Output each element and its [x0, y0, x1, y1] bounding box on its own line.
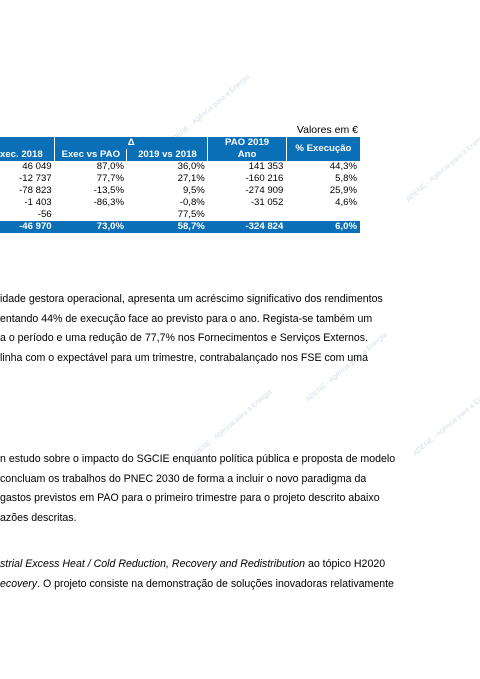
cell-ano: 141 353	[248, 161, 284, 172]
table-row: -12 737 77,7% 27,1% -160 216 5,8%	[0, 173, 360, 185]
table-row: -1 403 -86,3% -0,8% -31 052 4,6%	[0, 197, 360, 209]
header-exec-2018: xec. 2018	[0, 149, 43, 160]
cell-ano: -31 052	[250, 197, 284, 208]
total-exec-vs-pao: 73,0%	[96, 221, 124, 232]
paragraph-sgcie-study: n estudo sobre o impacto do SGCIE enquan…	[0, 450, 415, 528]
table-row: -78 823 -13,5% 9,5% -274 909 25,9%	[0, 185, 360, 197]
cell-pct: 25,9%	[329, 185, 357, 196]
total-pct: 6,0%	[335, 221, 357, 232]
cell-exec2018: -1 403	[24, 197, 52, 208]
total-exec2018: -46 970	[19, 221, 52, 232]
cell-exec-vs-pao: -13,5%	[93, 185, 124, 196]
text-line: linha com o expectável para um trimestre…	[0, 351, 369, 364]
table-row: 46 049 87,0% 36,0% 141 353 44,3%	[0, 161, 360, 173]
cell-exec2018: 46 049	[22, 161, 52, 172]
total-2019-vs-2018: 58,7%	[177, 221, 205, 232]
text-line: ecovery. O projeto consiste na demonstra…	[0, 575, 415, 595]
cell-2019-vs-2018: 77,5%	[177, 209, 205, 220]
cell-ano: -274 909	[245, 185, 284, 196]
text-fragment: ao tópico H2020	[305, 558, 386, 570]
header-exec-vs-pao: Exec vs PAO	[54, 149, 127, 161]
execution-table: Δ PAO 2019 % Execução xec. 2018 Exec vs …	[0, 137, 360, 233]
cell-exec2018: -78 823	[19, 185, 52, 196]
total-ano: -324 824	[245, 221, 284, 232]
cell-2019-vs-2018: 27,1%	[177, 173, 205, 184]
header-2019-vs-2018: 2019 vs 2018	[126, 149, 208, 161]
cell-exec-vs-pao: 87,0%	[96, 161, 124, 172]
text-line: n estudo sobre o impacto do SGCIE enquan…	[0, 453, 396, 465]
cell-exec-vs-pao: -86,3%	[93, 197, 124, 208]
table-caption: Valores em €	[296, 124, 358, 136]
paragraph-revenue-summary: idade gestora operacional, apresenta um …	[0, 290, 415, 368]
cell-2019-vs-2018: 36,0%	[177, 161, 205, 172]
header-ano: Ano	[207, 149, 287, 161]
text-line: concluam os trabalhos do PNEC 2030 de fo…	[0, 472, 367, 485]
cell-2019-vs-2018: -0,8%	[179, 197, 205, 208]
text-fragment: . O projeto consiste na demonstração de …	[37, 577, 394, 590]
header-cell-empty	[0, 137, 55, 149]
project-acronym-italic: ecovery	[0, 577, 38, 590]
watermark: ADENE - Agência para a Energia	[412, 385, 480, 458]
cell-pct: 44,3%	[329, 161, 357, 172]
cell-exec-vs-pao: 77,7%	[96, 173, 124, 184]
table-header-row-1: Δ PAO 2019 % Execução	[0, 137, 360, 161]
header-pao: PAO 2019	[207, 137, 287, 149]
header-delta: Δ	[54, 137, 208, 149]
project-title-italic: strial Excess Heat / Cold Reduction, Rec…	[0, 558, 306, 570]
cell-exec-vs-pao	[55, 209, 127, 221]
cell-exec2018: -12 737	[19, 173, 52, 184]
cell-2019-vs-2018: 9,5%	[182, 185, 205, 196]
text-line: azões descritas.	[0, 511, 77, 524]
header-pct-execucao: % Execução	[285, 137, 360, 161]
watermark: ADENE - Agência para a Energia	[405, 131, 480, 204]
table-total-row: -46 970 73,0% 58,7% -324 824 6,0%	[0, 221, 360, 233]
text-line: a o período e uma redução de 77,7% nos F…	[0, 332, 369, 344]
table-header-row-2: xec. 2018 Exec vs PAO 2019 vs 2018 Ano	[0, 149, 360, 161]
paragraph-project-description: strial Excess Heat / Cold Reduction, Rec…	[0, 555, 415, 594]
text-line: entando 44% de execução face ao previsto…	[0, 312, 373, 325]
cell-pct: 5,8%	[335, 173, 357, 184]
cell-exec2018: -56	[37, 209, 52, 220]
cell-ano: -160 216	[245, 173, 284, 184]
cell-ano	[208, 209, 287, 221]
cell-pct	[286, 209, 360, 221]
text-line: idade gestora operacional, apresenta um …	[0, 293, 383, 305]
watermark: ADENE - Agência para a Energia	[168, 73, 252, 146]
text-line: strial Excess Heat / Cold Reduction, Rec…	[0, 555, 415, 575]
text-line: gastos previstos em PAO para o primeiro …	[0, 492, 380, 504]
table-row: -56 77,5%	[0, 209, 360, 221]
cell-pct: 4,6%	[335, 197, 357, 208]
